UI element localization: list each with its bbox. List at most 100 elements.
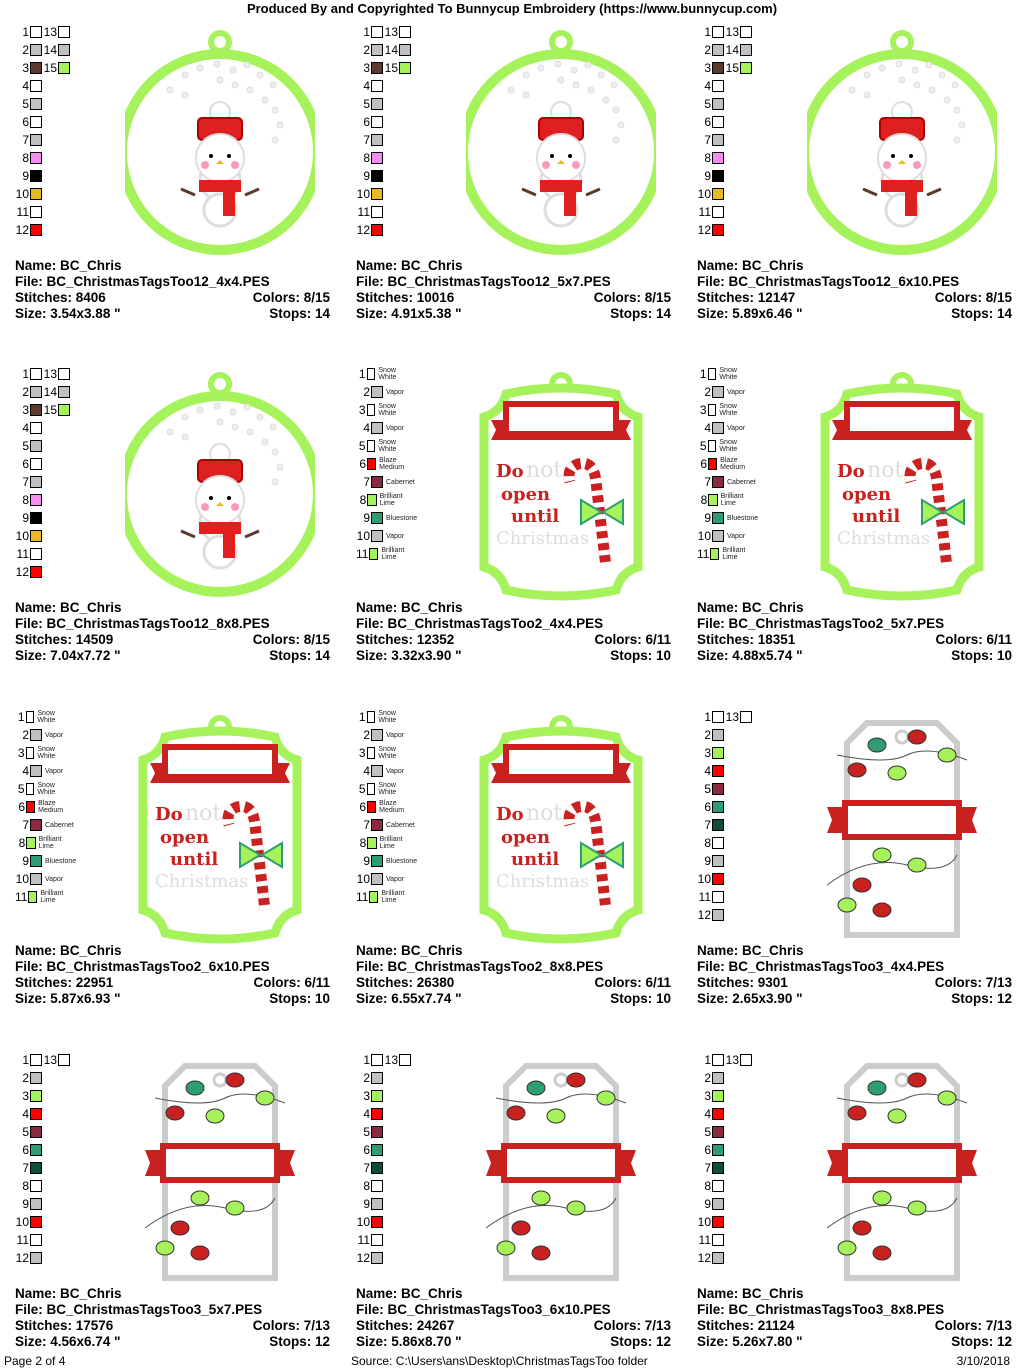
- name-label: Name:: [697, 1286, 743, 1301]
- svg-text:Christmas: Christmas: [496, 528, 589, 549]
- swatch-number: 1: [704, 25, 711, 39]
- swatch-color-box: [712, 80, 724, 92]
- design-card: 1 2 3 4 5 6 7 8: [697, 25, 1024, 355]
- swatch-color-box: [26, 837, 36, 849]
- swatch-color-box: [712, 711, 724, 723]
- swatch-number: 1: [704, 710, 711, 724]
- color-swatch: 10: [697, 1215, 724, 1229]
- color-count: 8/15: [303, 290, 330, 305]
- swatch-number: 2: [363, 43, 370, 57]
- swatch-color-box: [30, 116, 42, 128]
- design-info: Name: BC_Chris File: BC_ChristmasTagsToo…: [356, 1286, 671, 1350]
- design-card: 1 Snow White 2 Vapor 3 Snow White 4 Vapo…: [15, 710, 345, 1040]
- swatch-number: 14: [725, 43, 739, 57]
- swatch-number: 5: [22, 1125, 29, 1139]
- color-swatch: 6 Blaze Medium: [356, 457, 411, 471]
- swatch-color-box: [707, 440, 717, 452]
- swatch-color-box: [369, 548, 379, 560]
- color-swatch: 3: [356, 1089, 383, 1103]
- swatch-color-box: [740, 44, 752, 56]
- swatch-number: 8: [704, 151, 711, 165]
- swatch-color-box: [25, 783, 35, 795]
- swatch-number: 11: [698, 1233, 711, 1247]
- design-info: Name: BC_Chris File: BC_ChristmasTagsToo…: [15, 258, 330, 322]
- swatch-color-box: [371, 1198, 383, 1210]
- color-swatch: 10: [15, 187, 42, 201]
- color-swatch: 10: [356, 1215, 383, 1229]
- swatch-number: 6: [359, 800, 367, 814]
- color-swatch: 6: [15, 1143, 42, 1157]
- swatch-color-box: [58, 62, 70, 74]
- swatch-number: 7: [22, 818, 29, 832]
- swatch-color-name: Blaze Medium: [379, 800, 405, 814]
- swatch-number: 5: [363, 1125, 370, 1139]
- swatch-color-box: [371, 152, 383, 164]
- stop-count: 14: [314, 306, 330, 321]
- design-name: BC_Chris: [60, 258, 122, 273]
- swatch-color-box: [712, 1144, 724, 1156]
- swatch-number: 5: [363, 97, 370, 111]
- swatch-number: 10: [697, 872, 711, 886]
- color-swatch: 2 Vapor: [697, 385, 745, 399]
- color-swatch: 11: [697, 890, 724, 904]
- design-preview-tags3: [807, 715, 997, 950]
- swatch-number: 6: [359, 457, 367, 471]
- swatch-color-box: [712, 206, 724, 218]
- color-swatch: 5 Snow White: [697, 439, 745, 453]
- stitch-count: 8406: [75, 290, 106, 305]
- design-preview-snowman: [117, 372, 323, 607]
- color-swatch: 2: [356, 1071, 383, 1085]
- swatch-color-box: [30, 1054, 42, 1066]
- design-card: 1 2 3 4 5 6 7 8: [15, 25, 345, 355]
- color-swatch: 10 Vapor: [356, 529, 405, 543]
- swatch-color-box: [30, 855, 42, 867]
- swatch-color-box: [371, 422, 383, 434]
- swatch-color-box: [371, 206, 383, 218]
- swatch-number: 11: [357, 205, 370, 219]
- swatch-number: 11: [356, 547, 369, 561]
- swatch-number: 3: [22, 61, 29, 75]
- name-label: Name:: [15, 258, 61, 273]
- color-swatch: 5: [697, 1125, 724, 1139]
- color-swatch: 7 Cabernet: [15, 818, 73, 832]
- stitch-count: 26380: [416, 975, 455, 990]
- swatch-number: 8: [363, 151, 370, 165]
- design-preview-tags2: Do not open until Christmas: [466, 372, 656, 607]
- design-name: BC_Chris: [401, 600, 463, 615]
- file-label: File:: [15, 959, 47, 974]
- design-size: 3.54x3.88 ": [50, 306, 121, 321]
- stops-label: Stops:: [951, 648, 997, 663]
- color-swatch: 11 Brilliant Lime: [697, 547, 750, 561]
- swatch-color-box: [712, 1252, 724, 1264]
- color-swatch: 5 Snow White: [356, 439, 404, 453]
- swatch-color-box: [740, 62, 752, 74]
- stitches-label: Stitches:: [15, 290, 76, 305]
- color-swatch: 4 Vapor: [356, 421, 404, 435]
- swatch-color-name: Snow White: [378, 439, 397, 453]
- stop-count: 12: [996, 1334, 1012, 1349]
- swatch-color-box: [30, 1198, 42, 1210]
- swatch-number: 3: [363, 61, 370, 75]
- swatch-number: 11: [16, 205, 29, 219]
- swatch-number: 10: [697, 187, 711, 201]
- swatch-number: 9: [704, 1197, 711, 1211]
- color-swatch: 3 Snow White: [697, 403, 745, 417]
- svg-text:until: until: [852, 506, 900, 527]
- color-swatch: 9: [356, 1197, 383, 1211]
- design-card: 1 Snow White 2 Vapor 3 Snow White 4 Vapo…: [697, 367, 1024, 697]
- name-label: Name:: [697, 943, 743, 958]
- design-info: Name: BC_Chris File: BC_ChristmasTagsToo…: [356, 258, 671, 322]
- color-swatch: 3: [356, 61, 383, 75]
- color-swatch: 3: [697, 61, 724, 75]
- swatch-color-box: [371, 170, 383, 182]
- swatch-color-name: Vapor: [386, 532, 405, 540]
- colors-label: Colors:: [594, 975, 646, 990]
- color-swatch: 9: [15, 169, 42, 183]
- design-name: BC_Chris: [742, 258, 804, 273]
- swatch-number: 9: [22, 1197, 29, 1211]
- swatch-number: 14: [384, 43, 398, 57]
- color-count: 8/15: [644, 290, 671, 305]
- swatch-color-name: Brilliant Lime: [381, 547, 405, 561]
- swatch-color-box: [712, 873, 724, 885]
